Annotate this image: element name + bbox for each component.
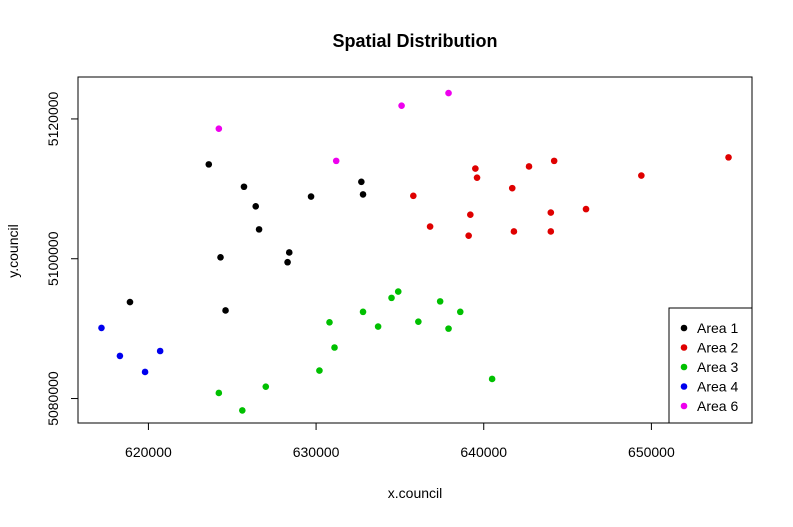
data-point	[525, 163, 533, 170]
data-point	[388, 294, 395, 302]
data-point	[359, 191, 367, 198]
series-points	[98, 324, 164, 376]
data-point	[331, 344, 338, 351]
data-point	[240, 183, 248, 191]
data-point	[359, 308, 367, 316]
y-tick-label: 5080000	[45, 371, 61, 426]
data-point	[415, 318, 422, 325]
data-point	[255, 226, 263, 233]
y-tick-label: 5120000	[45, 91, 61, 146]
legend-marker	[680, 344, 688, 351]
data-point	[98, 324, 105, 332]
data-point	[465, 232, 472, 239]
legend-label: Area 6	[697, 398, 738, 414]
x-tick-label: 630000	[293, 444, 340, 460]
legend-items: Area 1 Area 2 Area 3 Area 4 Area 6	[680, 320, 738, 414]
y-axis-label: y.council	[5, 224, 21, 277]
data-point	[156, 347, 164, 355]
data-point	[222, 307, 229, 314]
x-axis: 620000 630000 640000 650000	[125, 422, 675, 460]
data-point	[316, 367, 323, 374]
y-axis: 5080000 5100000 5120000	[45, 91, 79, 426]
y-tick-label: 5100000	[45, 231, 61, 286]
data-point	[436, 298, 444, 305]
data-point	[116, 352, 124, 360]
x-tick-label: 650000	[628, 444, 675, 460]
data-point	[426, 223, 434, 230]
data-point	[467, 211, 474, 219]
legend-marker	[680, 383, 688, 390]
data-point	[725, 154, 732, 161]
data-point	[215, 389, 223, 397]
data-point	[445, 325, 452, 332]
data-point	[410, 192, 417, 200]
data-point	[205, 161, 213, 168]
data-point	[284, 258, 291, 266]
data-point	[510, 228, 518, 235]
x-tick-label: 620000	[125, 444, 172, 460]
plot-area	[77, 76, 753, 424]
data-point	[374, 323, 382, 330]
legend-label: Area 1	[697, 320, 738, 336]
legend-marker	[680, 363, 688, 371]
series-points	[410, 154, 732, 239]
data-point	[550, 157, 558, 165]
legend-marker	[680, 402, 688, 410]
data-point	[217, 254, 224, 261]
data-point	[215, 125, 223, 133]
data-point	[582, 205, 590, 213]
data-point	[307, 193, 315, 200]
data-point	[398, 102, 405, 109]
data-point	[239, 407, 246, 414]
data-point	[358, 178, 365, 186]
data-point	[547, 209, 555, 216]
data-point	[332, 157, 340, 165]
data-point	[326, 319, 333, 326]
data-point	[488, 375, 496, 383]
data-point	[473, 174, 481, 181]
data-point	[126, 298, 134, 306]
chart-title: Spatial Distribution	[332, 31, 497, 51]
data-point	[252, 203, 260, 210]
data-point	[394, 288, 402, 295]
data-point	[547, 228, 555, 235]
data-point	[472, 165, 479, 172]
legend-marker	[680, 324, 688, 332]
legend: Area 1 Area 2 Area 3 Area 4 Area 6	[668, 307, 753, 424]
series-points	[215, 288, 496, 414]
data-point	[445, 89, 452, 97]
legend-label: Area 4	[697, 379, 738, 395]
legend-label: Area 3	[697, 359, 738, 375]
data-points	[98, 89, 732, 414]
series-points	[215, 89, 452, 165]
legend-label: Area 2	[697, 340, 738, 356]
data-point	[456, 308, 464, 316]
series-points	[126, 161, 367, 314]
data-point	[508, 184, 516, 192]
x-tick-label: 640000	[460, 444, 507, 460]
data-point	[262, 383, 270, 390]
data-point	[638, 172, 645, 179]
data-point	[141, 368, 149, 376]
x-axis-label: x.council	[388, 485, 442, 501]
data-point	[285, 249, 293, 256]
